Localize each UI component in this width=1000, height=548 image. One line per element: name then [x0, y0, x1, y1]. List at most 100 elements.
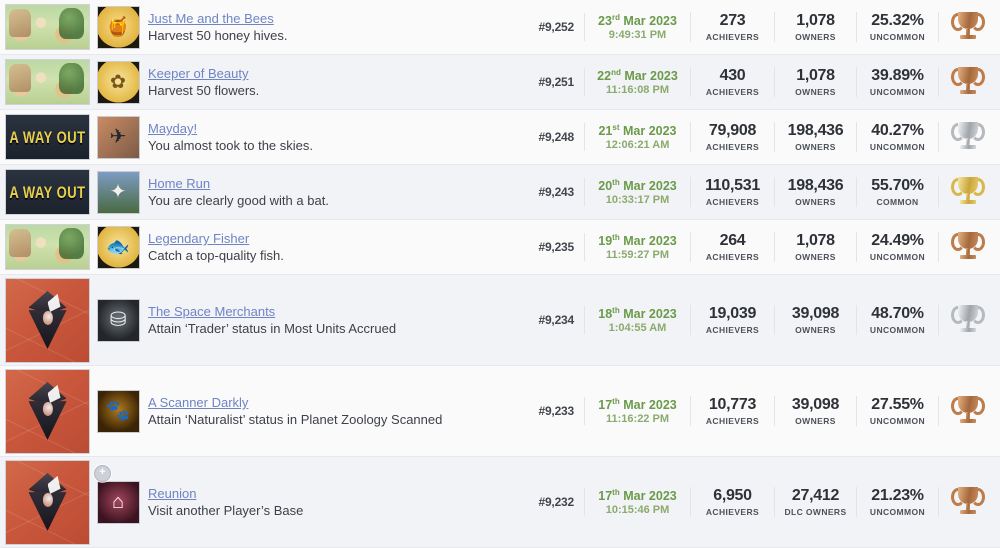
unlock-date: 22nd Mar 2023 — [597, 67, 678, 84]
achievers-cell: 430 ACHIEVERS — [690, 67, 774, 97]
game-capsule[interactable] — [0, 0, 92, 54]
helicopter-icon[interactable]: ✈ — [96, 115, 140, 159]
achievement-description: Visit another Player’s Base — [148, 503, 304, 518]
achievement-text: Mayday! You almost took to the skies. — [144, 110, 522, 164]
owners-count: 39,098 — [791, 305, 840, 322]
achievers-count: 273 — [719, 12, 746, 29]
owners-count: 1,078 — [796, 232, 835, 249]
rarity-percent: 48.70% — [871, 305, 924, 322]
rarity-label: UNCOMMON — [869, 507, 926, 517]
achievement-text: Legendary Fisher Catch a top-quality fish… — [144, 220, 522, 274]
achievement-description: Attain ‘Naturalist’ status in Planet Zoo… — [148, 412, 443, 427]
achievers-label: ACHIEVERS — [705, 197, 760, 207]
achievement-title-link[interactable]: A Scanner Darkly — [148, 395, 249, 410]
game-capsule[interactable] — [0, 457, 92, 547]
game-capsule[interactable] — [0, 220, 92, 274]
achievement-row[interactable]: A WAY OUT ✈ Mayday! You almost took to the … — [0, 110, 1000, 165]
achievement-title-link[interactable]: Reunion — [148, 486, 197, 501]
achievement-icon-cell[interactable]: 🍯 — [92, 0, 144, 54]
achievement-stats: #9,252 23rd Mar 2023 9:49:31 PM 273 ACHIEVER… — [522, 0, 1000, 54]
achievement-icon-cell[interactable]: ⛁ — [92, 275, 144, 365]
rarity-cell: 27.55% UNCOMMON — [856, 396, 938, 426]
game-capsule[interactable]: A WAY OUT — [0, 110, 92, 164]
rank-cell: #9,251 — [522, 75, 584, 89]
achievement-title-link[interactable]: Just Me and the Bees — [148, 11, 274, 26]
game-capsule-title: A WAY OUT — [9, 127, 86, 147]
trader-emblem-icon[interactable]: ⛁ — [96, 298, 140, 342]
rarity-percent: 55.70% — [871, 177, 924, 194]
achievement-title-link[interactable]: The Space Merchants — [148, 304, 276, 319]
achievement-icon-cell[interactable]: 🐾 — [92, 366, 144, 456]
game-capsule[interactable]: A WAY OUT — [0, 165, 92, 219]
achievement-stats: #9,251 22nd Mar 2023 11:16:08 PM 430 ACHIEVE… — [522, 55, 1000, 109]
achievement-text: Keeper of Beauty Harvest 50 flowers. — [144, 55, 522, 109]
achievement-description: You are clearly good with a bat. — [148, 193, 329, 208]
achievers-cell: 6,950 ACHIEVERS — [690, 487, 774, 517]
achievement-title-link[interactable]: Mayday! — [148, 121, 198, 136]
game-capsule-art — [6, 278, 89, 362]
owners-label: OWNERS — [795, 252, 836, 262]
game-capsule-art: A WAY OUT — [6, 115, 89, 159]
owners-cell: 39,098 OWNERS — [774, 305, 856, 335]
achievement-icon-cell[interactable]: ✿ — [92, 55, 144, 109]
date-cell: 22nd Mar 2023 11:16:08 PM — [584, 67, 690, 97]
achievement-text: A Scanner Darkly Attain ‘Naturalist’ stat… — [144, 366, 522, 456]
achievement-row[interactable]: + ⌂ Reunion Visit another Player’s Base #9,2… — [0, 457, 1000, 548]
achievement-row[interactable]: ⛁ The Space Merchants Attain ‘Trader’ stat… — [0, 275, 1000, 366]
baseball-bat-icon[interactable]: ✦ — [96, 170, 140, 214]
rank-value: #9,252 — [538, 20, 574, 34]
achievers-count: 6,950 — [713, 487, 752, 504]
achievement-row[interactable]: A WAY OUT ✦ Home Run You are clearly good w… — [0, 165, 1000, 220]
achievers-cell: 10,773 ACHIEVERS — [690, 396, 774, 426]
rarity-label: UNCOMMON — [869, 87, 926, 97]
achievement-row[interactable]: ✿ Keeper of Beauty Harvest 50 flowers. #9,2… — [0, 55, 1000, 110]
flower-icon[interactable]: ✿ — [96, 60, 140, 104]
owners-label: OWNERS — [795, 416, 836, 426]
trophy-bronze-icon — [950, 487, 985, 517]
achievers-label: ACHIEVERS — [705, 142, 760, 152]
achievement-row[interactable]: 🍯 Just Me and the Bees Harvest 50 honey hi… — [0, 0, 1000, 55]
date-cell: 19th Mar 2023 11:59:27 PM — [584, 232, 690, 262]
trophy-cell — [938, 232, 996, 262]
trophy-cell — [938, 177, 996, 207]
trophy-bronze-icon — [950, 396, 985, 426]
achievement-text: Home Run You are clearly good with a bat. — [144, 165, 522, 219]
fish-icon[interactable]: 🐟 — [96, 225, 140, 269]
owners-cell: 1,078 OWNERS — [774, 67, 856, 97]
owners-label: DLC OWNERS — [784, 507, 847, 517]
unlock-date: 17th Mar 2023 — [598, 487, 677, 504]
rank-value: #9,232 — [538, 495, 574, 509]
house-icon[interactable]: ⌂ — [96, 480, 140, 524]
paw-print-icon[interactable]: 🐾 — [96, 389, 140, 433]
trophy-cell — [938, 12, 996, 42]
trophy-cell — [938, 67, 996, 97]
rarity-label: COMMON — [876, 197, 919, 207]
rarity-percent: 24.49% — [871, 232, 924, 249]
achievement-title-link[interactable]: Keeper of Beauty — [148, 66, 249, 81]
achievers-label: ACHIEVERS — [705, 32, 760, 42]
achievement-row[interactable]: 🐟 Legendary Fisher Catch a top-quality fis… — [0, 220, 1000, 275]
trophy-bronze-icon — [950, 67, 985, 97]
owners-cell: 27,412 DLC OWNERS — [774, 487, 856, 517]
rank-cell: #9,248 — [522, 130, 584, 144]
trophy-silver-icon — [950, 122, 985, 152]
achievement-icon-cell[interactable]: ✦ — [92, 165, 144, 219]
achievement-row[interactable]: 🐾 A Scanner Darkly Attain ‘Naturalist’ sta… — [0, 366, 1000, 457]
game-capsule[interactable] — [0, 55, 92, 109]
rank-value: #9,234 — [538, 313, 574, 327]
unlock-date: 18th Mar 2023 — [598, 305, 677, 322]
achievement-icon-cell[interactable]: ✈ — [92, 110, 144, 164]
game-capsule[interactable] — [0, 366, 92, 456]
rank-value: #9,233 — [538, 404, 574, 418]
achievement-icon-cell[interactable]: 🐟 — [92, 220, 144, 274]
owners-label: OWNERS — [795, 87, 836, 97]
achievement-title-link[interactable]: Legendary Fisher — [148, 231, 250, 246]
achievement-title-link[interactable]: Home Run — [148, 176, 211, 191]
achievement-icon-cell[interactable]: + ⌂ — [92, 457, 144, 547]
trophy-silver-icon — [950, 305, 985, 335]
achievers-label: ACHIEVERS — [705, 416, 760, 426]
unlock-date: 19th Mar 2023 — [598, 232, 677, 249]
game-capsule[interactable] — [0, 275, 92, 365]
achievers-label: ACHIEVERS — [705, 252, 760, 262]
honey-jar-icon[interactable]: 🍯 — [96, 5, 140, 49]
